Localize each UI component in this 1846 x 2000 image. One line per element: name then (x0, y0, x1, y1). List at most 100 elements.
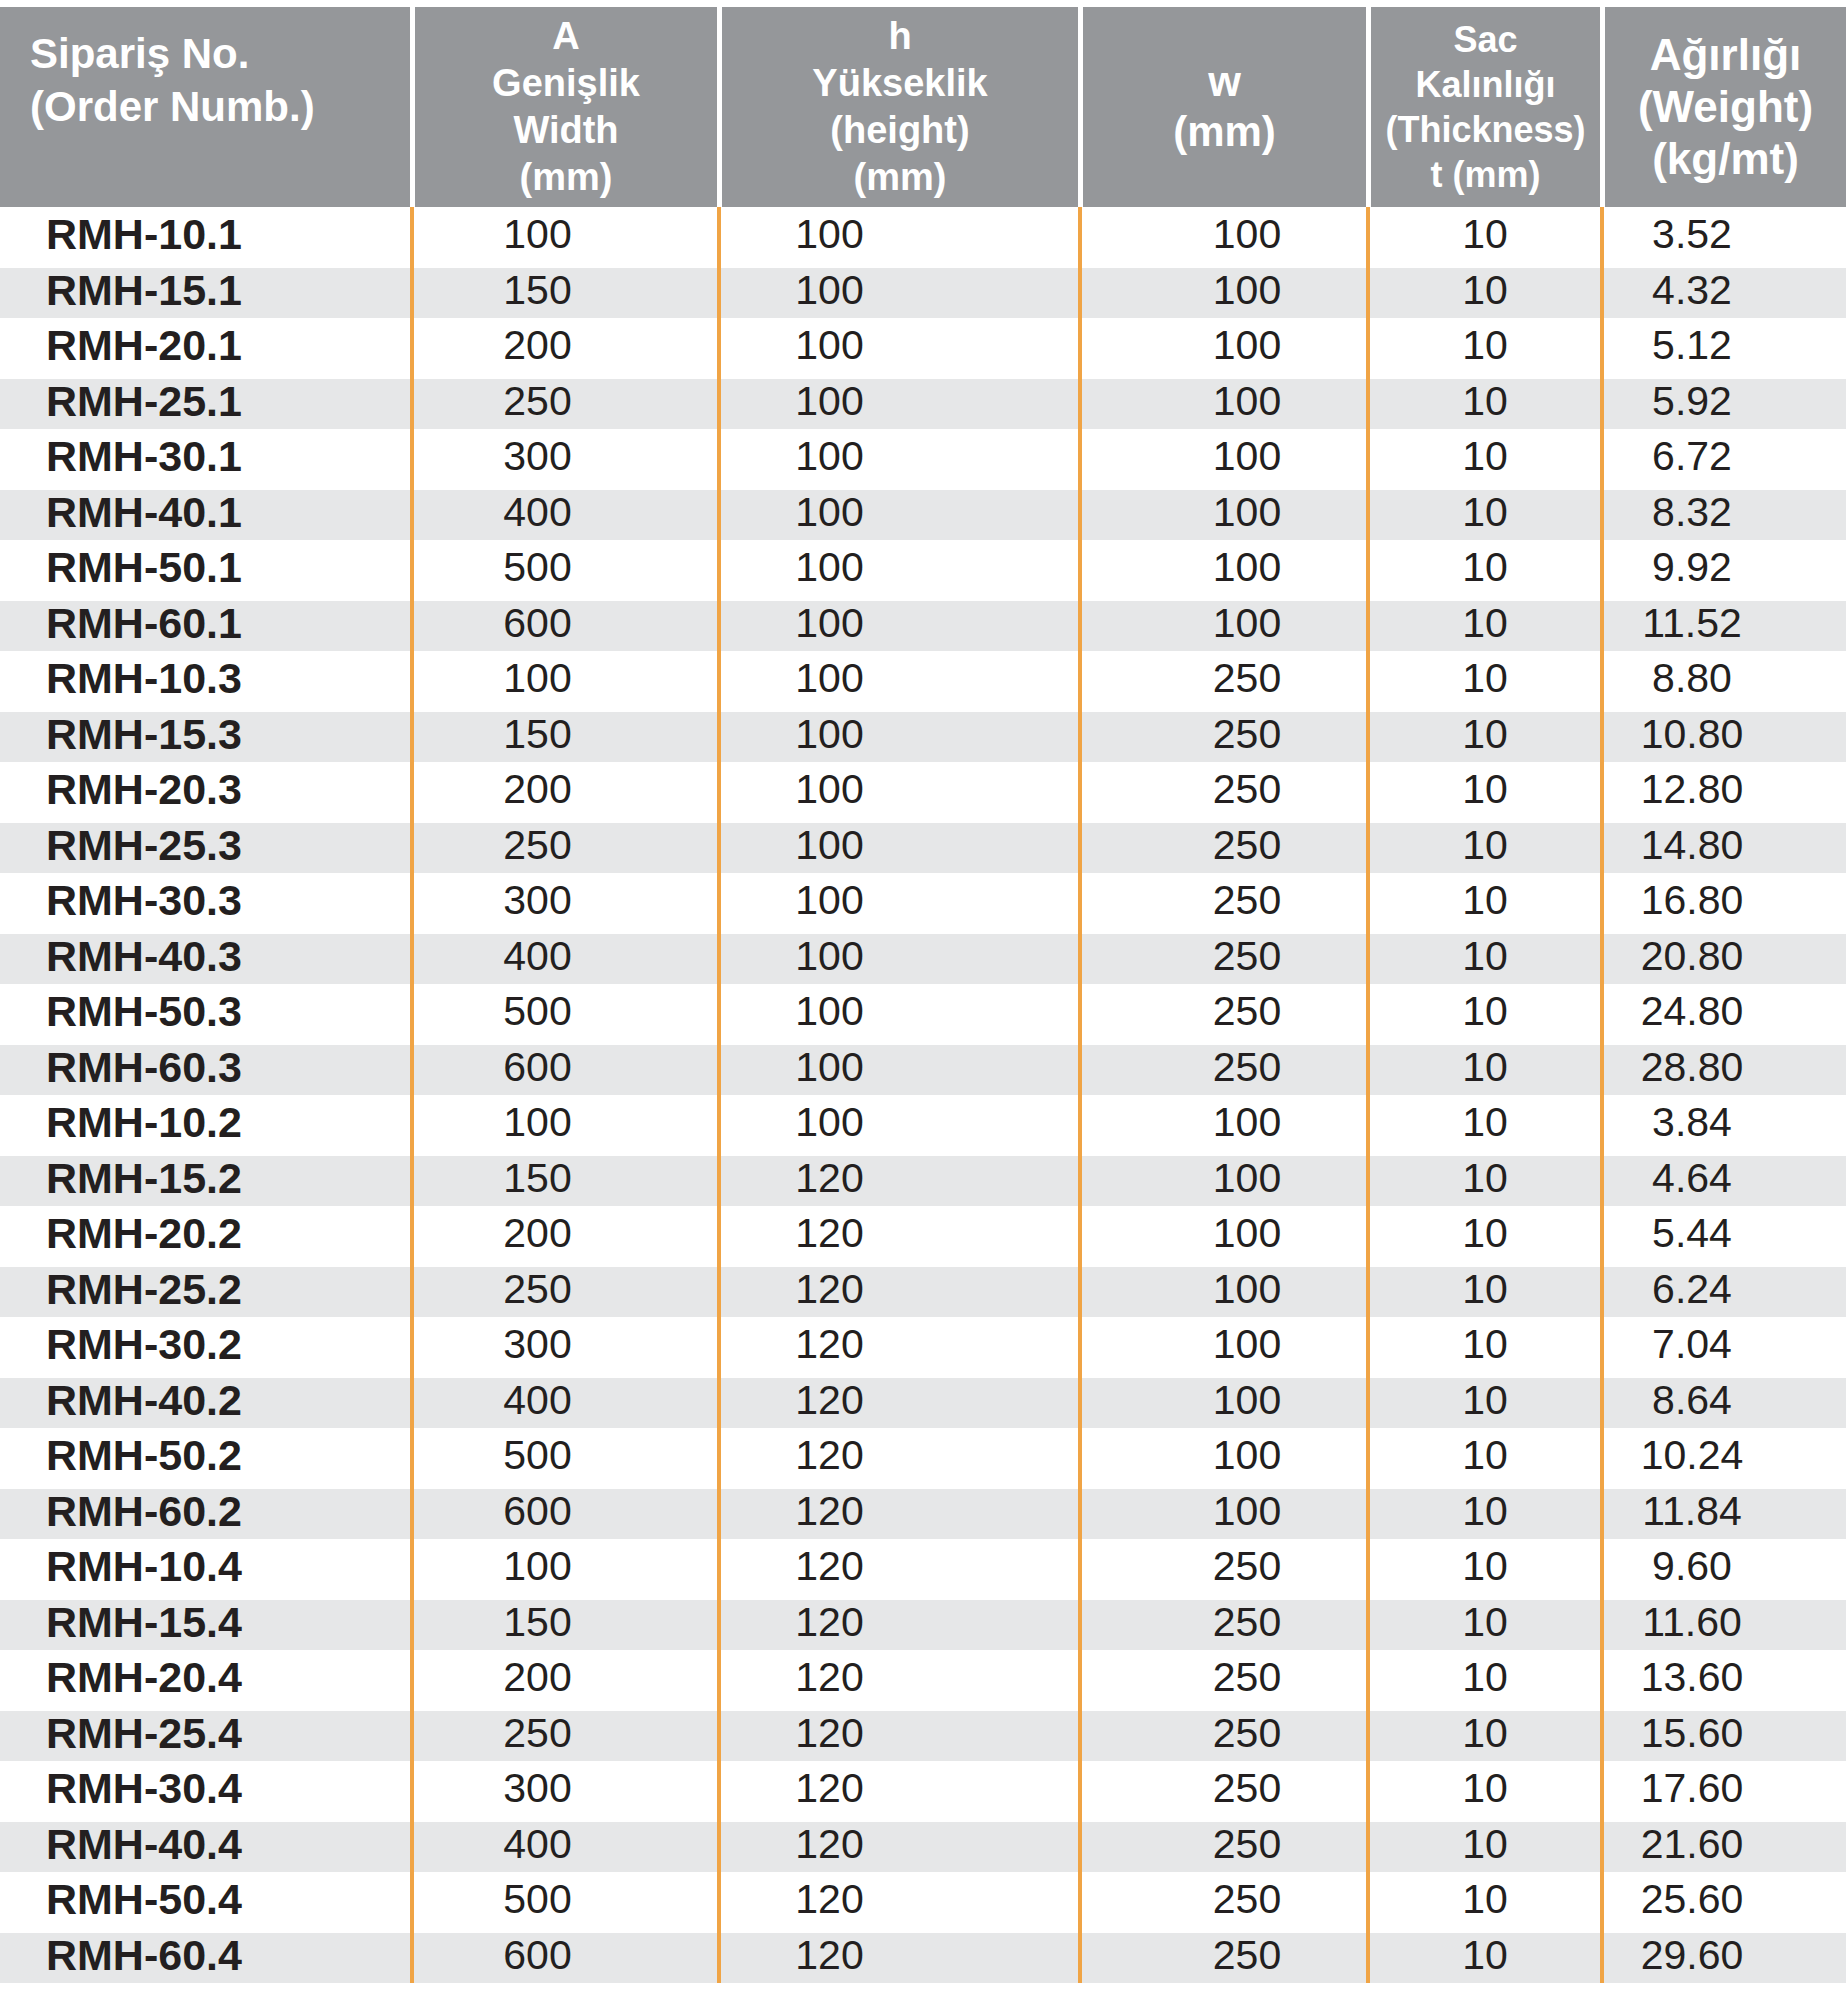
cell-w: 100 (1078, 1206, 1366, 1262)
cell-height: 100 (717, 1095, 1078, 1151)
cell-height: 100 (717, 707, 1078, 763)
cell-w: 100 (1078, 540, 1366, 596)
cell-width: 600 (410, 596, 717, 652)
cell-order-number: RMH-40.3 (0, 929, 410, 985)
cell-weight: 8.64 (1600, 1373, 1846, 1429)
cell-w: 250 (1078, 984, 1366, 1040)
cell-w: 100 (1078, 1317, 1366, 1373)
header-line: (Order Numb.) (30, 80, 410, 133)
cell-width: 300 (410, 429, 717, 485)
header-line: Kalınlığı (1371, 62, 1600, 107)
table-row: RMH-50.2 500 120 100 10 10.24 (0, 1428, 1846, 1484)
cell-w: 250 (1078, 1040, 1366, 1096)
cell-height: 120 (717, 1317, 1078, 1373)
cell-thickness: 10 (1366, 429, 1600, 485)
cell-weight: 21.60 (1600, 1817, 1846, 1873)
cell-w: 100 (1078, 318, 1366, 374)
table-row: RMH-20.1 200 100 100 10 5.12 (0, 318, 1846, 374)
cell-order-number: RMH-40.4 (0, 1817, 410, 1873)
cell-w: 250 (1078, 1539, 1366, 1595)
cell-thickness: 10 (1366, 1373, 1600, 1429)
cell-width: 150 (410, 263, 717, 319)
cell-width: 300 (410, 1317, 717, 1373)
header-line: Ağırlığı (1605, 29, 1846, 81)
header-line: (mm) (415, 154, 717, 201)
cell-weight: 11.60 (1600, 1595, 1846, 1651)
cell-weight: 9.60 (1600, 1539, 1846, 1595)
cell-weight: 10.80 (1600, 707, 1846, 763)
cell-weight: 11.84 (1600, 1484, 1846, 1540)
cell-w: 250 (1078, 1928, 1366, 1984)
cell-thickness: 10 (1366, 762, 1600, 818)
cell-weight: 7.04 (1600, 1317, 1846, 1373)
header-line: (height) (722, 107, 1078, 154)
cell-thickness: 10 (1366, 1317, 1600, 1373)
cell-weight: 28.80 (1600, 1040, 1846, 1096)
cell-width: 500 (410, 1428, 717, 1484)
table-row: RMH-50.4 500 120 250 10 25.60 (0, 1872, 1846, 1928)
cell-height: 120 (717, 1706, 1078, 1762)
cell-thickness: 10 (1366, 1095, 1600, 1151)
cell-order-number: RMH-25.3 (0, 818, 410, 874)
cell-width: 250 (410, 374, 717, 430)
table-row: RMH-60.3 600 100 250 10 28.80 (0, 1040, 1846, 1096)
table-row: RMH-25.2 250 120 100 10 6.24 (0, 1262, 1846, 1318)
cell-order-number: RMH-60.1 (0, 596, 410, 652)
table-row: RMH-25.4 250 120 250 10 15.60 (0, 1706, 1846, 1762)
cell-thickness: 10 (1366, 1872, 1600, 1928)
spec-sheet-page: Sipariş No. (Order Numb.) A Genişlik Wid… (0, 7, 1846, 2000)
cell-w: 250 (1078, 929, 1366, 985)
cell-weight: 13.60 (1600, 1650, 1846, 1706)
cell-width: 600 (410, 1484, 717, 1540)
cell-width: 250 (410, 1706, 717, 1762)
cell-w: 100 (1078, 1095, 1366, 1151)
cell-w: 100 (1078, 429, 1366, 485)
cell-height: 100 (717, 1040, 1078, 1096)
table-row: RMH-60.4 600 120 250 10 29.60 (0, 1928, 1846, 1984)
cell-w: 250 (1078, 1872, 1366, 1928)
table-row: RMH-50.3 500 100 250 10 24.80 (0, 984, 1846, 1040)
cell-w: 100 (1078, 374, 1366, 430)
cell-w: 100 (1078, 1151, 1366, 1207)
cell-height: 120 (717, 1539, 1078, 1595)
cell-order-number: RMH-30.3 (0, 873, 410, 929)
cell-thickness: 10 (1366, 1761, 1600, 1817)
cell-height: 100 (717, 596, 1078, 652)
cell-thickness: 10 (1366, 263, 1600, 319)
cell-height: 120 (717, 1817, 1078, 1873)
header-line: (mm) (722, 154, 1078, 201)
cell-thickness: 10 (1366, 1650, 1600, 1706)
cell-thickness: 10 (1366, 1428, 1600, 1484)
cell-height: 120 (717, 1484, 1078, 1540)
header-line: Yükseklik (722, 60, 1078, 107)
cell-weight: 6.72 (1600, 429, 1846, 485)
cell-w: 250 (1078, 1650, 1366, 1706)
cell-order-number: RMH-40.2 (0, 1373, 410, 1429)
header-line: t (mm) (1371, 152, 1600, 197)
header-cell-weight: Ağırlığı (Weight) (kg/mt) (1600, 7, 1846, 207)
cell-w: 250 (1078, 707, 1366, 763)
cell-height: 100 (717, 263, 1078, 319)
cell-order-number: RMH-30.2 (0, 1317, 410, 1373)
table-row: RMH-15.2 150 120 100 10 4.64 (0, 1151, 1846, 1207)
header-line: Sac (1371, 17, 1600, 62)
cell-w: 250 (1078, 1595, 1366, 1651)
header-line: Width (415, 107, 717, 154)
table-row: RMH-25.3 250 100 250 10 14.80 (0, 818, 1846, 874)
cell-thickness: 10 (1366, 707, 1600, 763)
cell-width: 500 (410, 1872, 717, 1928)
cell-height: 100 (717, 651, 1078, 707)
table-row: RMH-50.1 500 100 100 10 9.92 (0, 540, 1846, 596)
table-row: RMH-60.1 600 100 100 10 11.52 (0, 596, 1846, 652)
cell-order-number: RMH-20.2 (0, 1206, 410, 1262)
cell-weight: 6.24 (1600, 1262, 1846, 1318)
cell-order-number: RMH-60.3 (0, 1040, 410, 1096)
cell-weight: 12.80 (1600, 762, 1846, 818)
table-row: RMH-40.2 400 120 100 10 8.64 (0, 1373, 1846, 1429)
cell-height: 100 (717, 762, 1078, 818)
cell-order-number: RMH-15.2 (0, 1151, 410, 1207)
cell-thickness: 10 (1366, 1484, 1600, 1540)
cell-width: 200 (410, 1650, 717, 1706)
cell-thickness: 10 (1366, 485, 1600, 541)
header-line: (mm) (1083, 107, 1366, 157)
